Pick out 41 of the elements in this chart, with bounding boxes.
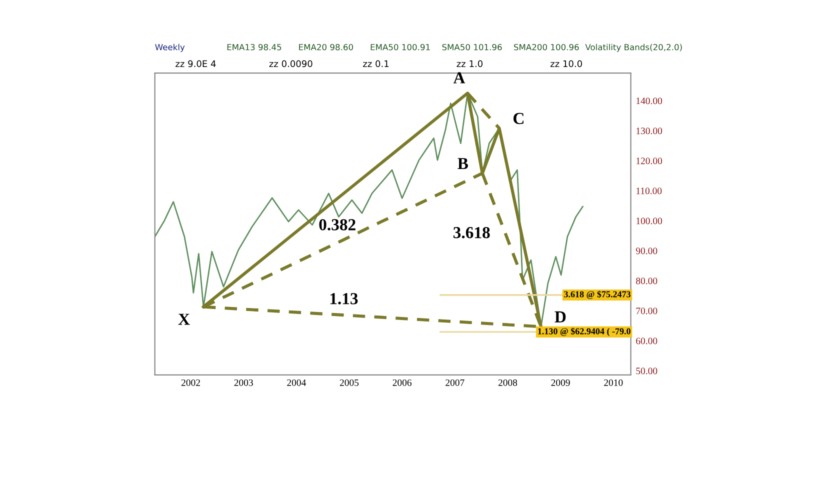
annotation: 0.382 xyxy=(319,219,356,230)
text: zz 1.0 xyxy=(456,60,483,68)
text: EMA20 98.60 xyxy=(299,44,353,50)
ref-line-label: 1.130 @ $62.9404 ( -79.0 xyxy=(538,328,630,336)
annotation: X xyxy=(178,314,190,325)
ref-line-label: 3.618 @ $75.2473 xyxy=(564,290,630,299)
y-tick-label: 140.00 xyxy=(636,98,662,104)
text: Volatility Bands(20,2.0) xyxy=(585,44,682,52)
y-tick-label: 130.00 xyxy=(636,128,662,134)
text: SMA50 101.96 xyxy=(442,44,502,50)
x-tick-label: 2005 xyxy=(340,379,359,386)
x-tick-label: 2002 xyxy=(181,379,200,386)
text: SMA200 100.96 xyxy=(514,44,579,50)
annotation: A xyxy=(453,72,466,84)
text: Weekly xyxy=(155,44,185,52)
annotation: 3.618 xyxy=(453,227,490,238)
y-tick-label: 120.00 xyxy=(636,158,662,164)
y-tick-label: 60.00 xyxy=(636,338,658,344)
text: EMA50 100.91 xyxy=(370,44,430,50)
text: zz 10.0 xyxy=(550,60,582,68)
annotation: C xyxy=(514,112,524,124)
x-tick-label: 2006 xyxy=(392,379,412,386)
x-tick-label: 2003 xyxy=(234,379,253,386)
x-tick-label: 2004 xyxy=(287,379,306,386)
annotation: 1.13 xyxy=(330,293,358,304)
text: zz 9.0E 4 xyxy=(176,60,216,68)
annotation: B xyxy=(458,158,468,170)
annotation: D xyxy=(554,311,566,322)
y-tick-label: 50.00 xyxy=(636,368,658,374)
y-tick-label: 100.00 xyxy=(636,218,662,224)
text: zz 0.0090 xyxy=(269,60,312,68)
x-tick-label: 2009 xyxy=(551,379,570,386)
text: EMA13 98.45 xyxy=(227,44,282,50)
y-tick-label: 110.00 xyxy=(636,188,662,194)
y-tick-label: 70.00 xyxy=(636,308,658,314)
y-tick-label: 90.00 xyxy=(636,248,658,254)
x-tick-label: 2007 xyxy=(446,379,464,386)
x-tick-label: 2008 xyxy=(498,379,518,386)
text: zz 0.1 xyxy=(363,60,389,68)
y-tick-label: 80.00 xyxy=(636,278,658,284)
x-tick-label: 2010 xyxy=(604,379,623,386)
